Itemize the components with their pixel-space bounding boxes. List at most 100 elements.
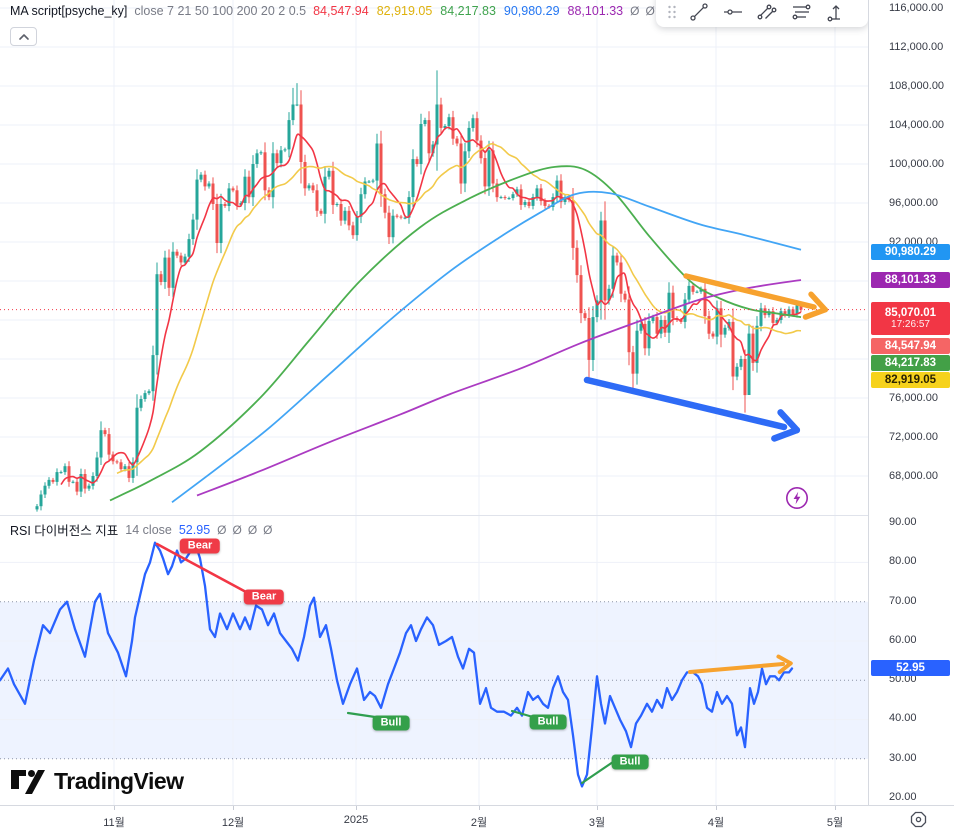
badge-price: 84,217.83: [884, 357, 937, 369]
ma200-label: 88,101.33: [871, 272, 950, 288]
hidden-plot-icon: Ø: [645, 4, 655, 18]
down-trend-arrow-orange[interactable]: [683, 273, 828, 320]
ma50-label: 84,217.83: [871, 355, 950, 371]
tool-trend-line[interactable]: [682, 0, 716, 25]
arrow-marker-icon: [827, 5, 840, 22]
bull-divergence-line[interactable]: [510, 709, 535, 719]
ma-value: 90,980.29: [503, 4, 560, 18]
tool-parallel-channel[interactable]: [784, 0, 818, 25]
rsi-title[interactable]: RSI 다이버전스 지표: [10, 524, 119, 538]
bull-divergence-label: Bull: [611, 754, 649, 770]
bear-divergence-label: Bear: [179, 538, 221, 554]
price-axis[interactable]: 116,000.00 112,000.00 108,000.00 104,000.00…: [868, 0, 954, 805]
time-axis-tick: [716, 806, 717, 810]
tradingview-logo-text: TradingView: [54, 768, 184, 794]
last-price-label: 85,070.01 17:26:57: [871, 302, 950, 335]
axis-settings-icon[interactable]: [910, 811, 927, 828]
bull-divergence-label: Bull: [529, 714, 567, 730]
price-pane[interactable]: MA script[psyche_ky] close 7 21 50 100 2…: [0, 0, 868, 515]
drawing-toolbar: [656, 0, 868, 27]
rsi-value: 52.95: [178, 522, 211, 537]
candlestick-series: [35, 70, 803, 512]
flash-icon[interactable]: [785, 486, 809, 510]
ma-line-ma50: [109, 165, 802, 502]
ma-value: 82,919.05: [376, 4, 433, 18]
ma-value: 88,101.33: [567, 4, 624, 18]
ma7-label: 84,547.94: [871, 338, 950, 354]
hidden-plot-icon: Ø: [217, 522, 227, 537]
ma-value: 84,217.83: [440, 4, 496, 18]
ma100-label: 90,980.29: [871, 244, 950, 260]
tool-horizontal-ray[interactable]: [716, 0, 750, 25]
rsi-value-label: 52.95: [871, 660, 950, 676]
time-axis[interactable]: 11월 12월 2025 2월 3월 4월 5월: [0, 805, 954, 836]
drag-handle-icon: [668, 5, 676, 19]
time-axis-tick: [835, 806, 836, 810]
lightning-bolt-icon: [786, 487, 808, 509]
parallel-channel-icon: [792, 4, 811, 20]
time-axis-label: 3월: [588, 817, 606, 829]
axis-tick-label: 50.00: [889, 673, 917, 685]
bear-divergence-line[interactable]: [155, 542, 248, 594]
ma-line-ma200: [196, 279, 802, 497]
countdown-timer: 17:26:57: [891, 319, 930, 330]
ma-value: 84,547.94: [313, 4, 369, 18]
settings-octagon-icon: [910, 811, 927, 828]
indicator-title[interactable]: MA script[psyche_ky]: [10, 4, 128, 18]
rsi-params: 14 close: [125, 522, 172, 537]
time-axis-label: 2월: [470, 817, 488, 829]
axis-tick-label: 60.00: [889, 634, 917, 646]
axis-tick-label: 40.00: [889, 712, 917, 724]
axis-tick-label: 30.00: [889, 752, 917, 764]
axis-tick-label: 116,000.00: [889, 2, 944, 14]
indicator-legend-ma[interactable]: MA script[psyche_ky] close 7 21 50 100 2…: [10, 4, 655, 18]
axis-tick-label: 68,000.00: [889, 470, 938, 482]
time-axis-label: 11월: [103, 817, 125, 829]
bull-divergence-line[interactable]: [346, 711, 377, 719]
time-axis-label: 5월: [826, 817, 844, 829]
hidden-plot-icon: Ø: [263, 522, 273, 537]
axis-tick-label: 76,000.00: [889, 392, 938, 404]
time-axis-tick: [356, 806, 357, 810]
ma-line-21: [116, 143, 802, 475]
hidden-plot-icon: Ø: [232, 522, 242, 537]
trend-line-icon: [690, 3, 708, 21]
rsi-trend-arrow-orange[interactable]: [688, 654, 793, 675]
price-grid: [0, 0, 868, 515]
badge-price: 82,919.05: [884, 374, 937, 386]
tradingview-logo-icon: [11, 769, 45, 794]
badge-price: 85,070.01: [884, 307, 937, 319]
time-axis-label: 2025: [343, 814, 369, 826]
axis-tick-label: 104,000.00: [889, 119, 945, 131]
bull-divergence-line[interactable]: [580, 760, 615, 785]
down-trend-arrow-blue[interactable]: [583, 376, 801, 442]
rsi-grid: [0, 516, 868, 805]
badge-price: 90,980.29: [884, 246, 937, 258]
axis-tick-label: 90.00: [889, 516, 917, 528]
indicator-values: 84,547.94 82,919.05 84,217.83 90,980.29 88,1…: [313, 4, 623, 18]
indicator-params: close 7 21 50 100 200 20 2 0.5: [134, 4, 307, 18]
tool-cross-trend-line[interactable]: [750, 0, 784, 25]
axis-tick-label: 112,000.00: [889, 41, 944, 53]
tradingview-watermark[interactable]: TradingView: [10, 768, 184, 795]
time-axis-tick: [114, 806, 115, 810]
rsi-chart-canvas[interactable]: [0, 516, 868, 805]
axis-tick-label: 80.00: [889, 555, 917, 567]
axis-tick-label: 96,000.00: [889, 197, 938, 209]
toolbar-drag-handle[interactable]: [662, 0, 682, 25]
ma-line-7: [60, 126, 802, 486]
ma-line-ma100: [171, 190, 802, 504]
badge-price: 84,547.94: [884, 340, 937, 352]
badge-price: 88,101.33: [884, 274, 937, 286]
price-chart-canvas[interactable]: [0, 0, 868, 515]
tool-arrow-marker[interactable]: [818, 0, 852, 25]
badge-price: 52.95: [896, 662, 925, 674]
time-axis-tick: [479, 806, 480, 810]
collapse-pane-button[interactable]: [10, 27, 37, 46]
axis-tick-label: 70.00: [889, 595, 917, 607]
ma21-label: 82,919.05: [871, 372, 950, 388]
